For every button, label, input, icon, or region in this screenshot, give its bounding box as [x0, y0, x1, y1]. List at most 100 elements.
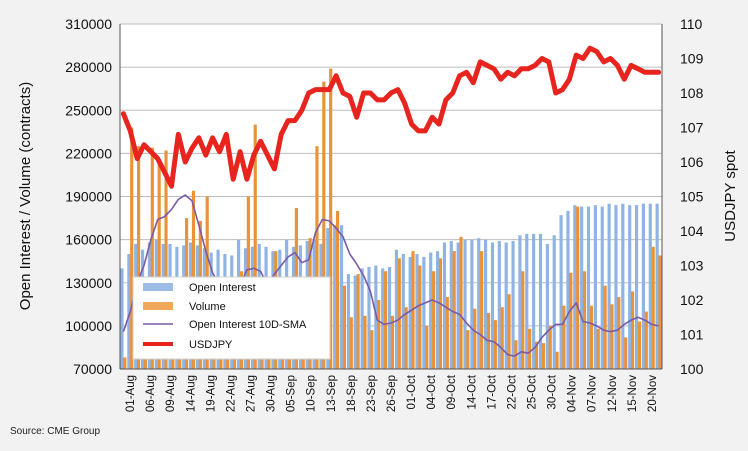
volume-bar: [569, 272, 573, 369]
open-interest-bar: [641, 203, 645, 369]
open-interest-bar: [381, 268, 385, 369]
open-interest-bar: [593, 205, 597, 369]
open-interest-bar: [408, 256, 412, 369]
y-tick-label-left: 190000: [65, 189, 112, 205]
volume-bar: [356, 274, 360, 369]
open-interest-bar: [333, 225, 337, 369]
x-tick-label: 09-Oct: [446, 374, 458, 409]
y-tick-label-left: 250000: [65, 102, 112, 118]
y-tick-label-right: 103: [680, 258, 704, 274]
legend-swatch-volume: [143, 302, 173, 310]
legend-label-usdjpy: USDJPY: [189, 339, 233, 351]
volume-bar: [390, 315, 395, 369]
volume-bar: [349, 317, 353, 369]
open-interest-bar: [580, 206, 584, 369]
volume-bar: [253, 124, 257, 369]
volume-bar: [335, 210, 340, 369]
volume-bar: [589, 305, 593, 369]
volume-bar: [651, 246, 655, 369]
y-tick-label-right: 109: [680, 51, 704, 67]
volume-bar: [480, 251, 484, 369]
open-interest-bar: [339, 225, 344, 369]
x-tick-label: 13-Sep: [326, 375, 338, 412]
volume-bar: [130, 127, 134, 369]
y-axis-title-right: USDJPY spot: [722, 149, 739, 241]
open-interest-bar: [429, 252, 433, 369]
open-interest-bar: [127, 254, 131, 369]
open-interest-bar: [346, 274, 350, 369]
volume-bar: [624, 337, 628, 369]
volume-bar: [438, 258, 443, 369]
legend: Open Interest Volume Open Interest 10D-S…: [132, 276, 331, 360]
open-interest-bar: [621, 203, 625, 369]
open-interest-bar: [120, 268, 124, 369]
x-tick-label: 10-Sep: [306, 375, 318, 412]
open-interest-bar: [648, 203, 652, 369]
volume-bar: [473, 308, 477, 369]
volume-bar: [377, 300, 381, 369]
volume-bar: [157, 163, 161, 369]
volume-bar: [137, 146, 141, 369]
volume-bar: [315, 146, 319, 369]
y-tick-label-left: 220000: [65, 145, 112, 161]
legend-swatch-open-interest: [143, 283, 173, 291]
volume-bar: [617, 297, 621, 369]
source-note: Source: CME Group: [10, 426, 101, 437]
open-interest-bar: [655, 203, 659, 369]
volume-bar: [459, 236, 463, 369]
usdjpy-line-layer: [120, 45, 662, 189]
volume-bar: [370, 330, 374, 369]
x-tick-label: 07-Nov: [587, 375, 599, 412]
x-tick-label: 01-Oct: [406, 374, 418, 409]
volume-bar: [555, 351, 559, 369]
open-interest-bar: [614, 205, 618, 369]
open-interest-bar: [449, 241, 453, 369]
y-tick-label-left: 130000: [65, 275, 112, 291]
open-interest-bar: [566, 210, 570, 369]
volume-bar: [164, 150, 168, 369]
open-interest-bar: [477, 238, 481, 369]
x-tick-label: 25-Oct: [527, 374, 539, 409]
open-interest-bar: [353, 275, 357, 369]
open-interest-bar: [470, 239, 474, 369]
volume-bar: [123, 357, 127, 369]
volume-bar: [404, 307, 408, 369]
volume-bar: [493, 320, 497, 369]
open-interest-bar: [504, 242, 508, 369]
y-tick-label-right: 105: [680, 189, 704, 205]
open-interest-bar: [415, 254, 419, 369]
open-interest-bar: [573, 205, 577, 369]
open-interest-bar: [538, 233, 543, 369]
x-tick-label: 30-Aug: [266, 375, 278, 412]
y-axis-title-left: Open Interest / Volume (contracts): [17, 82, 34, 310]
x-tick-label: 17-Oct: [486, 374, 498, 409]
volume-bar: [603, 285, 607, 369]
volume-bar: [397, 258, 401, 369]
volume-bar: [596, 328, 600, 369]
open-interest-bar: [634, 205, 639, 369]
volume-bar: [610, 304, 614, 369]
x-tick-label: 01-Aug: [125, 375, 137, 412]
volume-bar: [658, 255, 662, 369]
y-tick-label-right: 110: [680, 16, 703, 32]
open-interest-bar: [600, 206, 604, 369]
axes-layer: 70000 100000 130000 160000 190000 220000 25000…: [65, 16, 703, 412]
x-tick-label: 18-Sep: [346, 375, 358, 412]
y-tick-label-left: 310000: [65, 16, 112, 32]
volume-bar: [425, 325, 429, 369]
volume-bar: [322, 81, 326, 369]
open-interest-bar: [367, 266, 371, 369]
volume-bar: [644, 311, 648, 369]
open-interest-bar: [628, 205, 632, 369]
legend-label-open-interest: Open Interest: [189, 282, 256, 294]
volume-bar: [562, 305, 566, 369]
x-tick-label: 26-Sep: [386, 375, 398, 412]
x-tick-label: 27-Aug: [246, 375, 258, 412]
volume-bar: [548, 325, 552, 369]
open-interest-bar: [484, 239, 488, 369]
x-tick-label: 04-Oct: [426, 374, 438, 409]
volume-bar: [630, 291, 635, 369]
volume-bar: [432, 271, 436, 369]
x-tick-label: 14-Oct: [466, 374, 478, 409]
